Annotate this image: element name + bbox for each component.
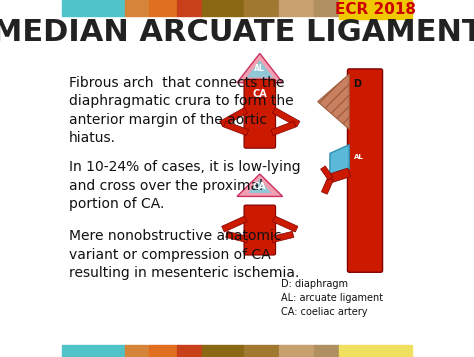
FancyArrow shape — [224, 121, 249, 136]
FancyArrow shape — [273, 216, 298, 232]
FancyArrow shape — [271, 231, 294, 242]
FancyArrow shape — [272, 107, 300, 127]
Bar — [62, 345, 125, 357]
Bar — [244, 345, 279, 357]
FancyArrow shape — [226, 231, 248, 242]
Polygon shape — [318, 74, 349, 129]
Bar — [149, 345, 177, 357]
Polygon shape — [330, 145, 349, 177]
Bar — [314, 0, 339, 15]
Bar — [279, 0, 314, 15]
Bar — [244, 0, 279, 15]
FancyArrow shape — [328, 168, 351, 183]
FancyArrow shape — [320, 166, 333, 180]
Bar — [177, 0, 202, 15]
Bar — [339, 0, 412, 19]
Bar — [202, 0, 244, 15]
Text: AL: AL — [255, 64, 265, 73]
Text: D: diaphragm
AL: arcuate ligament
CA: coeliac artery: D: diaphragm AL: arcuate ligament CA: co… — [281, 279, 383, 317]
Bar — [314, 345, 339, 357]
FancyArrow shape — [271, 121, 296, 136]
FancyBboxPatch shape — [244, 79, 275, 148]
Text: AL: AL — [354, 155, 364, 161]
Text: ECR 2018: ECR 2018 — [335, 2, 416, 17]
FancyBboxPatch shape — [347, 69, 383, 272]
Text: CA: CA — [253, 182, 266, 191]
Bar — [125, 345, 149, 357]
Text: In 10-24% of cases, it is low-lying
and cross over the proximal
portion of CA.: In 10-24% of cases, it is low-lying and … — [69, 160, 300, 211]
FancyArrow shape — [222, 216, 247, 232]
Bar — [339, 345, 412, 357]
Polygon shape — [246, 60, 273, 77]
Bar — [202, 345, 244, 357]
Polygon shape — [237, 54, 283, 83]
Text: Fibrous arch  that connects the
diaphragmatic crura to form the
anterior margin : Fibrous arch that connects the diaphragm… — [69, 76, 293, 145]
Bar — [279, 345, 314, 357]
Bar — [125, 0, 149, 15]
Bar — [149, 0, 177, 15]
Text: D: D — [353, 80, 361, 90]
FancyBboxPatch shape — [244, 205, 275, 255]
Text: Mere nonobstructive anatomic
variant or compression of CA
resulting in mesenteri: Mere nonobstructive anatomic variant or … — [69, 229, 299, 280]
Bar — [177, 345, 202, 357]
Polygon shape — [248, 179, 271, 193]
Text: CA: CA — [253, 89, 267, 99]
FancyArrow shape — [321, 177, 334, 194]
Bar — [62, 0, 125, 15]
FancyArrow shape — [219, 107, 247, 127]
Text: MEDIAN ARCUATE LIGAMENT: MEDIAN ARCUATE LIGAMENT — [0, 18, 474, 47]
Polygon shape — [237, 174, 283, 196]
